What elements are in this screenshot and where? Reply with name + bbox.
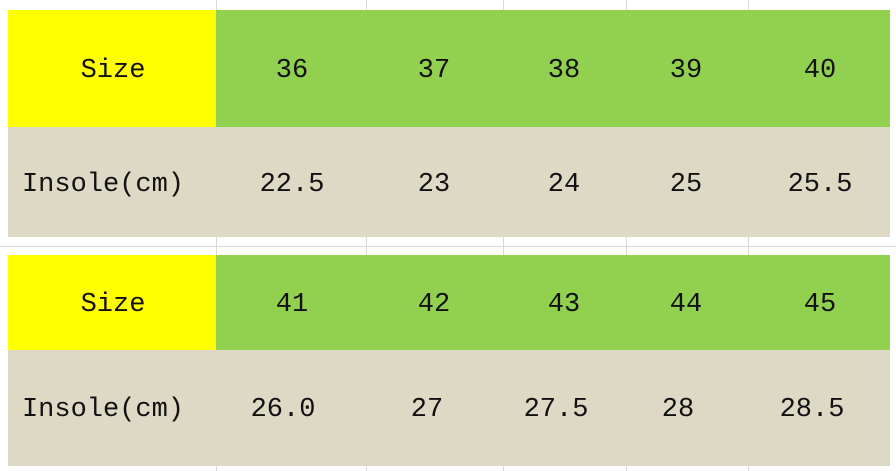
gridline [0, 246, 896, 247]
insole-value: 23 [417, 170, 451, 200]
size-value: 44 [669, 290, 703, 320]
size-value: 42 [417, 290, 451, 320]
insole-label: Insole(cm) [21, 170, 185, 200]
size-value: 43 [547, 290, 581, 320]
insole-value: 22.5 [259, 170, 325, 200]
size-row-1 [8, 10, 890, 127]
size-label: Size [80, 290, 146, 320]
insole-value: 25.5 [787, 170, 853, 200]
size-value: 38 [547, 56, 581, 86]
insole-value: 28.5 [779, 395, 845, 425]
size-row-2 [8, 255, 890, 350]
size-label-cell [8, 255, 216, 350]
insole-row-1 [8, 127, 890, 237]
insole-label: Insole(cm) [21, 395, 185, 425]
insole-value: 24 [547, 170, 581, 200]
insole-row-2 [8, 350, 890, 466]
size-label: Size [80, 56, 146, 86]
size-label-cell [8, 10, 216, 127]
size-value: 41 [275, 290, 309, 320]
size-value: 40 [803, 56, 837, 86]
size-value: 37 [417, 56, 451, 86]
insole-value: 26.0 [250, 395, 316, 425]
insole-value: 25 [669, 170, 703, 200]
insole-value: 27.5 [523, 395, 589, 425]
insole-value: 28 [661, 395, 695, 425]
insole-value: 27 [410, 395, 444, 425]
size-value: 36 [275, 56, 309, 86]
size-value: 39 [669, 56, 703, 86]
size-value: 45 [803, 290, 837, 320]
